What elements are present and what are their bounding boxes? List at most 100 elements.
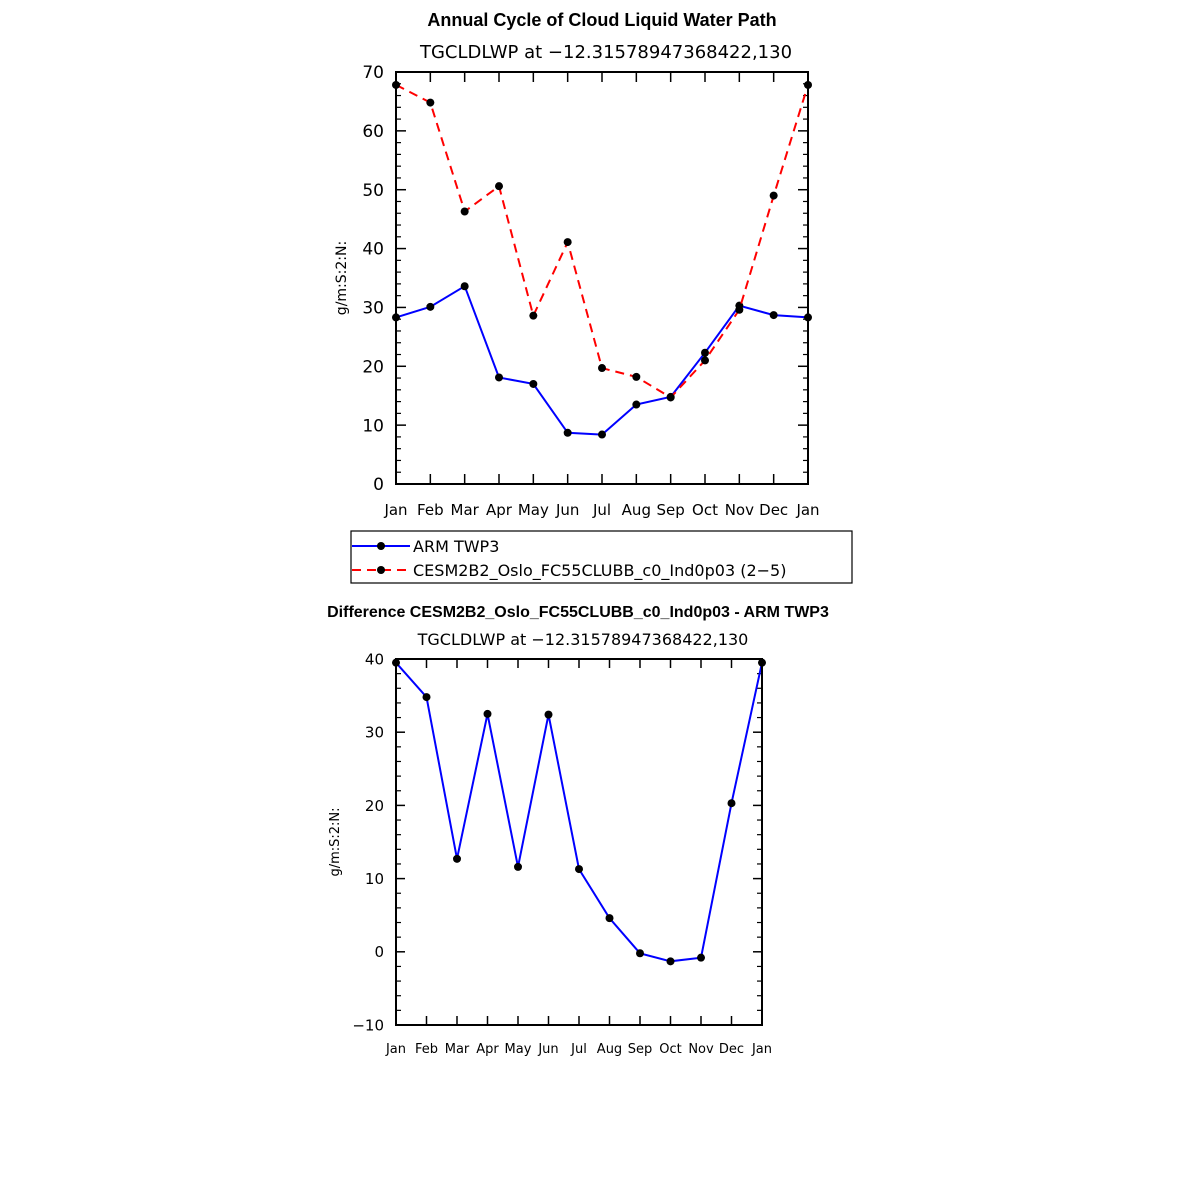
x-tick-label: Jun [537,1042,558,1057]
y-tick-label: 10 [362,416,384,436]
chart-1-subtitle: TGCLDLWP at −12.31578947368422,130 [419,42,792,63]
chart-2-x-tick-labels: Jan Feb Mar Apr May Jun Jul Aug Sep Oct Nov Dec Jan [385,1042,772,1057]
y-tick-label: 30 [362,299,384,319]
chart-2-title: Difference CESM2B2_Oslo_FC55CLUBB_c0_Ind… [327,604,829,621]
x-tick-label: Feb [415,1042,438,1057]
data-point [529,311,538,320]
x-tick-label: Mar [445,1042,470,1057]
data-point [453,854,461,863]
y-tick-label: 60 [362,122,384,142]
data-point [495,182,503,191]
data-point [697,953,705,962]
y-tick-label: 70 [362,63,384,83]
x-tick-label: Aug [622,501,651,519]
chart-1-legend: ARM TWP3 CESM2B2_Oslo_FC55CLUBB_c0_Ind0p… [350,530,853,584]
data-point [605,914,614,923]
x-tick-label: Apr [476,1042,499,1057]
data-point [563,428,572,437]
x-tick-label: Mar [451,501,480,519]
x-tick-label: Jun [555,501,579,519]
x-tick-label: Jul [592,501,611,519]
chart-1-y-tick-labels: 0 10 20 30 40 50 60 70 [362,63,384,495]
legend-marker-arm [377,542,385,550]
x-tick-label: Aug [597,1042,622,1057]
y-tick-label: 50 [362,181,384,201]
data-point [422,693,431,702]
data-point [769,311,778,320]
data-point [426,98,435,107]
legend-label-cesm: CESM2B2_Oslo_FC55CLUBB_c0_Ind0p03 (2−5) [413,561,786,581]
y-tick-label: 40 [365,650,384,668]
x-tick-label: Nov [725,501,754,519]
x-tick-label: Jan [751,1042,772,1057]
data-point [701,348,709,357]
data-point [514,862,522,871]
chart-2-y-tick-labels: −10 0 10 20 30 40 [352,650,384,1034]
data-point [701,356,709,365]
chart-2-subtitle: TGCLDLWP at −12.31578947368422,130 [417,630,749,649]
x-tick-label: Nov [688,1042,714,1057]
data-point [598,364,606,373]
chart-2-y-axis-label: g/m:S:2:N: [328,807,343,876]
legend-entry-arm: ARM TWP3 [352,537,499,556]
x-tick-label: Jan [385,1042,406,1057]
x-tick-label: Sep [628,1042,653,1057]
x-tick-label: Feb [417,501,444,519]
legend-label-arm: ARM TWP3 [413,537,499,556]
data-point [632,400,641,409]
x-tick-label: May [518,501,549,519]
data-point [769,191,778,200]
chart-1-ticks [395,71,809,485]
x-tick-label: Jan [383,501,407,519]
y-tick-label: 0 [373,475,384,495]
x-tick-label: Oct [659,1042,681,1057]
data-point [666,957,675,966]
x-tick-label: May [505,1042,532,1057]
series-line [395,84,809,399]
y-tick-label: 20 [365,797,384,815]
series-line [395,284,809,436]
chart-1-y-axis-label: g/m:S:2:N: [334,241,350,315]
data-point [426,302,435,311]
data-point [727,799,736,808]
chart-2-ticks [395,658,763,1026]
y-tick-label: 10 [365,870,384,888]
data-point [529,379,538,388]
data-point [598,430,606,439]
chart-1-plot-frame [395,71,809,485]
x-tick-label: Dec [759,501,788,519]
data-point [460,207,469,216]
data-point [636,949,644,958]
series-line [395,662,763,963]
x-tick-label: Sep [657,501,685,519]
x-tick-label: Jul [570,1042,587,1057]
x-tick-label: Apr [486,501,513,519]
y-tick-label: 40 [362,240,384,260]
legend-entry-cesm: CESM2B2_Oslo_FC55CLUBB_c0_Ind0p03 (2−5) [352,561,786,581]
data-point [460,282,469,291]
chart-1-series [392,80,812,439]
data-point [495,373,503,382]
data-point [735,305,744,314]
y-tick-label: 20 [362,357,384,377]
data-point [544,710,553,719]
x-tick-label: Jan [795,501,819,519]
x-tick-label: Dec [719,1042,744,1057]
chart-1-x-tick-labels: Jan Feb Mar Apr May Jun Jul Aug Sep Oct Nov Dec Jan [383,501,819,519]
data-point [575,865,583,874]
chart-2-plot-frame [395,658,763,1026]
y-tick-label: 30 [365,724,384,742]
legend-box [350,530,853,584]
data-point [563,238,572,247]
chart-1: Annual Cycle of Cloud Liquid Water Path … [334,10,853,584]
chart-1-title: Annual Cycle of Cloud Liquid Water Path [427,10,776,30]
data-point [483,709,492,718]
y-tick-label: 0 [374,943,384,961]
chart-2-series [392,658,766,966]
y-tick-label: −10 [352,1016,384,1034]
x-tick-label: Oct [692,501,718,519]
legend-marker-cesm [377,566,385,574]
chart-2: Difference CESM2B2_Oslo_FC55CLUBB_c0_Ind… [327,604,829,1057]
data-point [666,393,675,402]
